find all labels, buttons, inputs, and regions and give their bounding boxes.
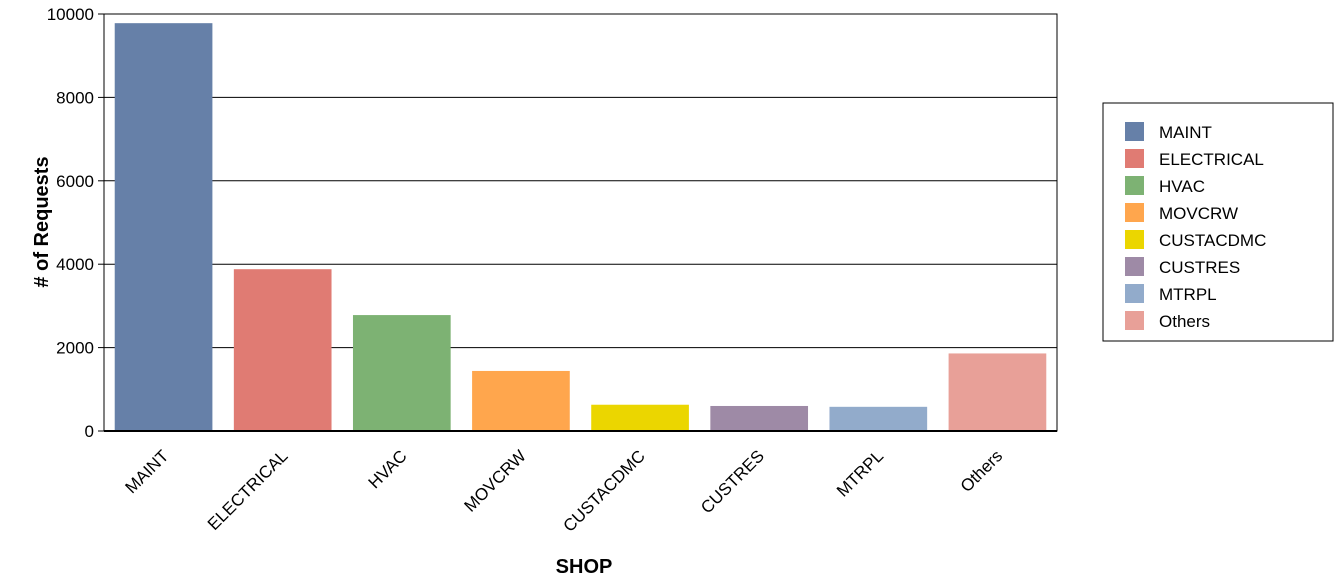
y-tick-label: 6000 xyxy=(56,172,94,191)
x-tick-labels: MAINT ELECTRICAL HVAC MOVCRW CUSTACDMC CUSTRE… xyxy=(122,446,1007,535)
axes xyxy=(98,13,1058,432)
legend-label: HVAC xyxy=(1159,177,1205,196)
y-tick-label: 2000 xyxy=(56,339,94,358)
legend-swatch xyxy=(1125,149,1144,168)
y-tick-label: 0 xyxy=(85,422,94,441)
y-tick-label: 4000 xyxy=(56,255,94,274)
x-tick-label: MTRPL xyxy=(833,446,887,500)
legend-swatch xyxy=(1125,203,1144,222)
legend-label: MTRPL xyxy=(1159,285,1217,304)
legend-label: ELECTRICAL xyxy=(1159,150,1264,169)
x-tick-label: ELECTRICAL xyxy=(204,446,292,534)
legend-label: MOVCRW xyxy=(1159,204,1238,223)
y-tick-label: 10000 xyxy=(47,5,94,24)
legend-swatch xyxy=(1125,122,1144,141)
bars xyxy=(114,23,1047,431)
bar-custres xyxy=(710,405,809,431)
bar-mtrpl xyxy=(829,406,928,431)
x-tick-label: MOVCRW xyxy=(460,446,529,515)
legend: MAINT ELECTRICAL HVAC MOVCRW CUSTACDMC CUSTRE… xyxy=(1102,102,1334,342)
bar-movcrw xyxy=(472,370,570,431)
gridlines xyxy=(104,96,1057,349)
y-tick-label: 8000 xyxy=(56,88,94,107)
legend-label: Others xyxy=(1159,312,1210,331)
x-tick-label: CUSTACDMC xyxy=(560,446,649,535)
legend-swatch xyxy=(1125,176,1144,195)
y-axis-title: # of Requests xyxy=(31,156,53,287)
legend-label: CUSTRES xyxy=(1159,258,1240,277)
bar-electrical xyxy=(233,269,332,431)
x-tick-label: CUSTRES xyxy=(697,446,768,517)
bar-maint xyxy=(114,23,213,431)
y-tick-labels: 0 2000 4000 6000 8000 10000 xyxy=(47,5,94,441)
legend-swatch xyxy=(1125,230,1144,249)
x-tick-label: MAINT xyxy=(122,446,173,497)
legend-label: MAINT xyxy=(1159,123,1212,142)
x-tick-label: HVAC xyxy=(365,446,411,492)
legend-label: CUSTACDMC xyxy=(1159,231,1266,250)
legend-swatch xyxy=(1125,311,1144,330)
x-axis-title: SHOP xyxy=(556,556,613,578)
legend-swatch xyxy=(1125,257,1144,276)
bar-custacdmc xyxy=(591,404,689,431)
legend-swatch xyxy=(1125,284,1144,303)
x-tick-label: Others xyxy=(957,446,1007,496)
bar-others xyxy=(948,353,1047,431)
bar-hvac xyxy=(352,315,451,431)
